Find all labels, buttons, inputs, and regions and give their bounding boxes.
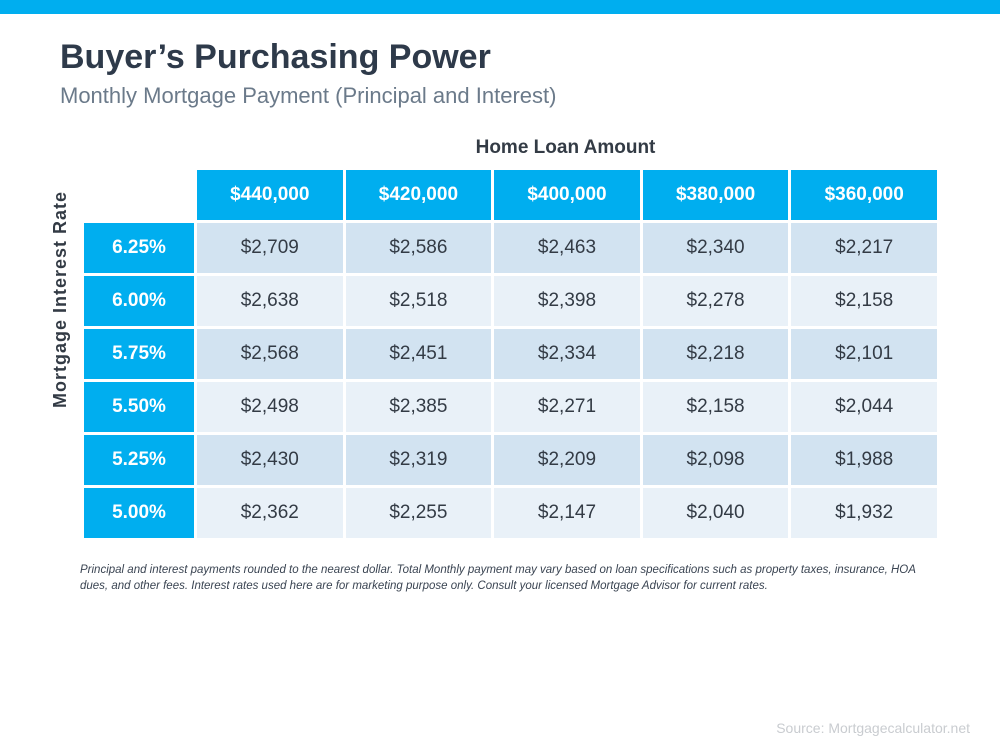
top-accent-bar	[0, 0, 1000, 14]
payment-cell: $2,385	[346, 382, 492, 432]
table-row: 5.25%$2,430$2,319$2,209$2,098$1,988	[84, 435, 937, 485]
payment-cell: $2,362	[197, 488, 343, 538]
table-wrap: Mortgage Interest Rate Home Loan Amount …	[50, 137, 940, 541]
row-header: 6.25%	[84, 223, 194, 273]
row-header: 5.25%	[84, 435, 194, 485]
payment-cell: $2,101	[791, 329, 937, 379]
column-header: $360,000	[791, 170, 937, 220]
payment-cell: $2,218	[643, 329, 789, 379]
payment-cell: $2,158	[791, 276, 937, 326]
x-axis-label: Home Loan Amount	[81, 137, 940, 159]
column-header: $380,000	[643, 170, 789, 220]
footnote: Principal and interest payments rounded …	[80, 563, 930, 594]
payment-cell: $2,398	[494, 276, 640, 326]
payment-cell: $2,040	[643, 488, 789, 538]
payment-table: $440,000$420,000$400,000$380,000$360,000…	[81, 167, 940, 541]
page-subtitle: Monthly Mortgage Payment (Principal and …	[60, 83, 940, 109]
row-header: 6.00%	[84, 276, 194, 326]
grid-area: Home Loan Amount $440,000$420,000$400,00…	[81, 137, 940, 541]
payment-cell: $2,340	[643, 223, 789, 273]
payment-cell: $2,147	[494, 488, 640, 538]
payment-cell: $2,451	[346, 329, 492, 379]
page-title: Buyer’s Purchasing Power	[60, 38, 940, 77]
table-row: 5.00%$2,362$2,255$2,147$2,040$1,932	[84, 488, 937, 538]
payment-cell: $2,709	[197, 223, 343, 273]
column-header: $440,000	[197, 170, 343, 220]
payment-cell: $2,334	[494, 329, 640, 379]
row-header: 5.00%	[84, 488, 194, 538]
table-body: 6.25%$2,709$2,586$2,463$2,340$2,2176.00%…	[84, 223, 937, 538]
row-header: 5.50%	[84, 382, 194, 432]
payment-cell: $1,932	[791, 488, 937, 538]
payment-cell: $2,271	[494, 382, 640, 432]
row-header: 5.75%	[84, 329, 194, 379]
payment-cell: $2,518	[346, 276, 492, 326]
payment-cell: $2,463	[494, 223, 640, 273]
payment-cell: $2,278	[643, 276, 789, 326]
table-row: 6.25%$2,709$2,586$2,463$2,340$2,217	[84, 223, 937, 273]
payment-cell: $2,217	[791, 223, 937, 273]
payment-cell: $2,255	[346, 488, 492, 538]
payment-cell: $1,988	[791, 435, 937, 485]
payment-cell: $2,586	[346, 223, 492, 273]
table-row: 5.50%$2,498$2,385$2,271$2,158$2,044	[84, 382, 937, 432]
payment-cell: $2,209	[494, 435, 640, 485]
table-header-row: $440,000$420,000$400,000$380,000$360,000	[84, 170, 937, 220]
source-attribution: Source: Mortgagecalculator.net	[776, 720, 970, 736]
payment-cell: $2,044	[791, 382, 937, 432]
payment-cell: $2,098	[643, 435, 789, 485]
payment-cell: $2,498	[197, 382, 343, 432]
payment-cell: $2,430	[197, 435, 343, 485]
y-axis-label: Mortgage Interest Rate	[50, 137, 71, 541]
payment-cell: $2,158	[643, 382, 789, 432]
payment-cell: $2,568	[197, 329, 343, 379]
column-header: $420,000	[346, 170, 492, 220]
blank-corner	[84, 170, 194, 220]
table-row: 6.00%$2,638$2,518$2,398$2,278$2,158	[84, 276, 937, 326]
column-header: $400,000	[494, 170, 640, 220]
payment-cell: $2,638	[197, 276, 343, 326]
content-area: Buyer’s Purchasing Power Monthly Mortgag…	[0, 14, 1000, 594]
table-row: 5.75%$2,568$2,451$2,334$2,218$2,101	[84, 329, 937, 379]
payment-cell: $2,319	[346, 435, 492, 485]
